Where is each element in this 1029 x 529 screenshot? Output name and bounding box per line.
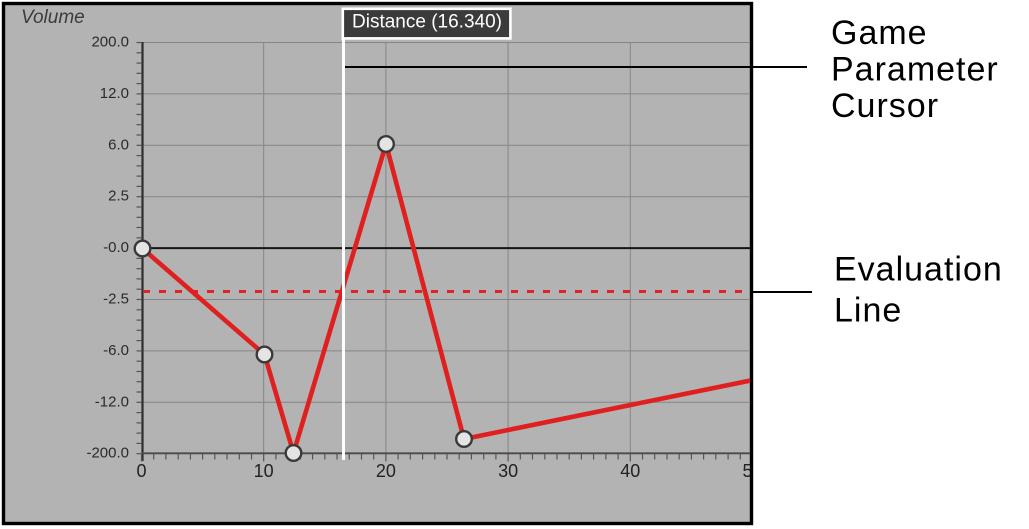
svg-text:-6.0: -6.0	[103, 342, 129, 359]
svg-text:20: 20	[376, 461, 396, 481]
svg-text:Line: Line	[834, 292, 902, 330]
svg-text:30: 30	[498, 461, 518, 481]
svg-text:Volume: Volume	[21, 7, 85, 28]
svg-text:-0.0: -0.0	[103, 239, 129, 256]
svg-text:2.5: 2.5	[108, 188, 129, 205]
svg-text:Cursor: Cursor	[831, 87, 939, 125]
svg-text:Evaluation: Evaluation	[834, 251, 1003, 289]
svg-text:Game: Game	[831, 14, 928, 52]
svg-text:50: 50	[742, 461, 762, 481]
svg-text:12.0: 12.0	[100, 85, 129, 102]
svg-text:-2.5: -2.5	[103, 291, 129, 308]
svg-text:0: 0	[136, 461, 146, 481]
svg-text:Parameter: Parameter	[831, 51, 999, 89]
svg-text:200.0: 200.0	[91, 34, 129, 51]
svg-text:40: 40	[620, 461, 640, 481]
svg-text:10: 10	[254, 461, 274, 481]
svg-text:-12.0: -12.0	[95, 393, 129, 410]
svg-text:-200.0: -200.0	[86, 445, 129, 462]
svg-text:6.0: 6.0	[108, 136, 129, 153]
svg-text:Distance (16.340): Distance (16.340)	[352, 12, 502, 33]
